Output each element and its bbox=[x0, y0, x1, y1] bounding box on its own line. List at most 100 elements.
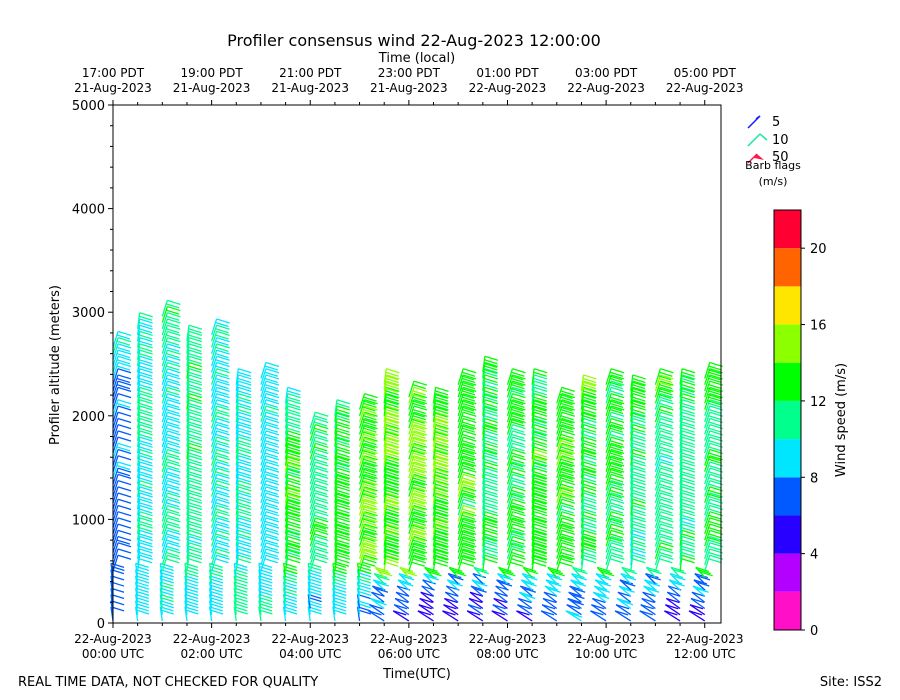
wind-barb-staff bbox=[408, 474, 415, 491]
wind-barb-flag bbox=[336, 554, 351, 560]
wind-barb-flag bbox=[511, 527, 525, 533]
wind-barb-staff bbox=[137, 499, 141, 516]
wind-barb-flag bbox=[632, 554, 646, 560]
wind-barb-flag bbox=[632, 535, 646, 542]
wind-barb-staff bbox=[211, 505, 218, 522]
wind-barb-flag bbox=[659, 464, 673, 471]
wind-barb-flag bbox=[336, 439, 350, 446]
wind-barb-flag bbox=[707, 455, 721, 462]
wind-barb-staff bbox=[679, 430, 683, 447]
wind-barb-flag bbox=[364, 473, 378, 480]
wind-barb-flag bbox=[435, 479, 449, 486]
wind-barb-flag bbox=[237, 545, 252, 551]
wind-barb-flag bbox=[238, 535, 252, 542]
x-tick-time: 02:00 UTC bbox=[181, 647, 243, 661]
wind-barb-flag bbox=[547, 587, 561, 593]
wind-barb-flag bbox=[631, 412, 646, 418]
wind-barb-flag bbox=[460, 549, 475, 555]
wind-barb-staff bbox=[457, 430, 464, 448]
wind-barb-flag bbox=[413, 461, 428, 467]
legend-title: Barb flags bbox=[745, 159, 801, 172]
wind-barb-flag bbox=[116, 446, 131, 452]
colorbar-bin bbox=[774, 324, 801, 363]
wind-barb-staff bbox=[630, 399, 634, 416]
wind-barb-flag bbox=[590, 610, 604, 616]
y-tick-label: 5000 bbox=[72, 99, 105, 114]
wind-barb-flag bbox=[286, 421, 301, 427]
wind-barb-flag bbox=[265, 529, 280, 535]
legend-entry-10: 10 bbox=[747, 133, 789, 148]
x-tick-date: 22-Aug-2023 bbox=[74, 632, 152, 646]
wind-barb-flag bbox=[502, 571, 516, 577]
wind-barb-flag bbox=[461, 539, 476, 545]
colorbar-bin bbox=[774, 400, 801, 440]
wind-barb-flag bbox=[699, 571, 713, 577]
wind-barb-flag bbox=[559, 455, 573, 462]
wind-barb-flag bbox=[434, 408, 449, 415]
wind-barb-flag bbox=[474, 581, 488, 587]
wind-barb-flag bbox=[216, 442, 230, 448]
wind-barb-flag bbox=[681, 427, 695, 433]
wind-barb-staff bbox=[654, 424, 662, 441]
wind-barb-flag bbox=[335, 462, 350, 468]
wind-barb-flag bbox=[336, 424, 351, 430]
wind-barb-flag bbox=[533, 558, 547, 564]
wind-barb-staff bbox=[383, 443, 387, 460]
wind-barb-staff bbox=[679, 530, 683, 547]
wind-barb-flag bbox=[385, 505, 399, 511]
wind-barb-flag bbox=[357, 603, 372, 609]
wind-barb-flag bbox=[434, 449, 448, 455]
wind-barb-flag bbox=[434, 480, 448, 487]
wind-barb-staff bbox=[284, 492, 289, 510]
wind-barb-staff bbox=[531, 405, 535, 423]
wind-barb-flag bbox=[362, 449, 376, 455]
wind-barb-staff bbox=[605, 424, 612, 441]
wind-barb-staff bbox=[309, 523, 316, 541]
wind-barb-staff bbox=[482, 524, 486, 541]
wind-barb-staff bbox=[580, 499, 585, 516]
wind-barb-flag bbox=[632, 461, 646, 467]
wind-barb-staff bbox=[654, 399, 662, 416]
wind-barb-staff bbox=[654, 480, 662, 497]
wind-barb-flag bbox=[484, 392, 499, 399]
wind-barb-staff bbox=[186, 337, 190, 354]
wind-barb-staff bbox=[112, 405, 119, 423]
wind-barb-staff bbox=[594, 579, 607, 591]
wind-barb-flag bbox=[583, 535, 597, 542]
wind-barb-flag bbox=[413, 411, 428, 417]
wind-barb-flag bbox=[511, 514, 525, 520]
wind-barb-flag bbox=[609, 539, 624, 545]
wind-barb-flag bbox=[521, 593, 536, 600]
wind-barb-staff bbox=[408, 461, 415, 479]
top-tick-date: 21-Aug-2023 bbox=[271, 81, 349, 95]
wind-barb-staff bbox=[704, 424, 711, 441]
wind-barb-flag bbox=[533, 431, 547, 437]
wind-barb-flag bbox=[188, 442, 203, 448]
wind-barb-flag bbox=[583, 455, 597, 461]
wind-barb-staff bbox=[468, 597, 484, 610]
wind-barb-flag bbox=[533, 561, 547, 567]
wind-barb-flag bbox=[533, 455, 547, 462]
wind-barb-flag bbox=[238, 473, 252, 480]
wind-barb-flag bbox=[216, 461, 230, 467]
wind-barb-flag bbox=[583, 467, 597, 473]
wind-barb-flag bbox=[510, 400, 524, 406]
wind-barb-staff bbox=[137, 424, 141, 441]
wind-barb-flag bbox=[287, 548, 301, 554]
wind-barb-flag bbox=[511, 421, 525, 427]
wind-barb-flag bbox=[336, 411, 351, 417]
wind-barb-flag bbox=[286, 530, 300, 536]
wind-barb-staff bbox=[211, 325, 218, 342]
wind-barb-flag bbox=[533, 483, 547, 489]
wind-barb-staff bbox=[506, 486, 514, 504]
wind-barb-staff bbox=[258, 588, 262, 603]
wind-barb-flag bbox=[413, 486, 428, 492]
wind-barb-flag bbox=[363, 427, 377, 433]
wind-barb-flag bbox=[560, 390, 574, 396]
wind-barb-flag bbox=[215, 352, 229, 359]
wind-barb-staff bbox=[580, 524, 585, 541]
wind-barb-flag bbox=[462, 554, 477, 560]
wind-barb-flag bbox=[385, 477, 399, 483]
wind-barb-staff bbox=[482, 405, 486, 423]
wind-barb-flag bbox=[473, 587, 487, 593]
